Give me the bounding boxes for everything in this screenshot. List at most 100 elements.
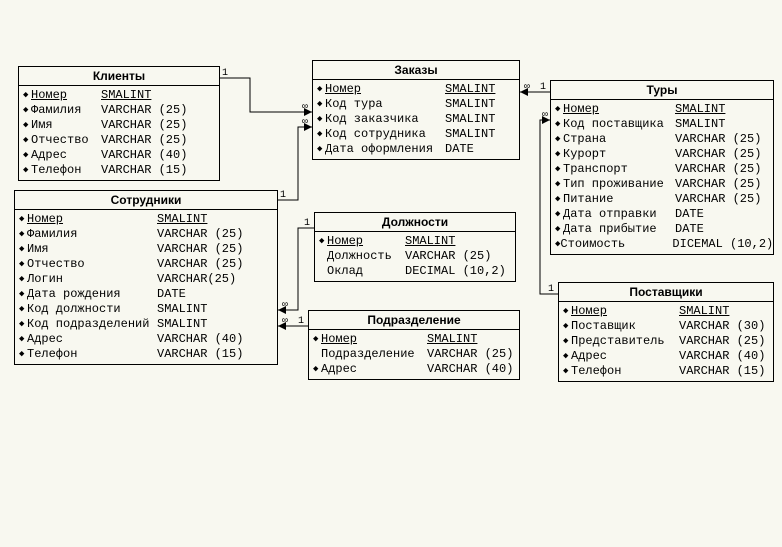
field-name: Код сотрудника [325, 127, 445, 142]
field-type: VARCHAR (15) [157, 347, 243, 362]
field-name: Фамилия [31, 103, 101, 118]
entity-positions: Должности◆НомерSMALINT ДолжностьVARCHAR … [314, 212, 516, 282]
field-name: Номер [31, 88, 101, 103]
field-row: ◆Код поставщикаSMALINT [551, 117, 773, 132]
field-type: SMALINT [427, 332, 477, 347]
field-marker-icon: ◆ [563, 364, 571, 379]
entity-body-departments: ◆НомерSMALINT ПодразделениеVARCHAR (25)◆… [309, 330, 519, 379]
entity-clients: Клиенты◆НомерSMALINT◆ФамилияVARCHAR (25)… [18, 66, 220, 181]
field-name: Телефон [571, 364, 679, 379]
field-type: VARCHAR (25) [675, 162, 761, 177]
field-marker-icon: ◆ [555, 132, 563, 147]
field-row: ◆ПитаниеVARCHAR (25) [551, 192, 773, 207]
field-row: ◆Код сотрудникаSMALINT [313, 127, 519, 142]
field-row: ◆Дата прибытиеDATE [551, 222, 773, 237]
field-type: SMALINT [445, 112, 495, 127]
field-name: Дата отправки [563, 207, 675, 222]
field-marker-icon: ◆ [23, 133, 31, 148]
field-marker-icon: ◆ [555, 177, 563, 192]
field-row: ◆ТелефонVARCHAR (15) [559, 364, 773, 379]
entity-title-positions: Должности [315, 213, 515, 232]
relationship-line [278, 228, 314, 310]
cardinality-label: ∞ [282, 300, 288, 311]
field-type: SMALINT [445, 97, 495, 112]
field-marker-icon: ◆ [555, 147, 563, 162]
field-row: ОкладDECIMAL (10,2) [315, 264, 515, 279]
field-row: ◆НомерSMALINT [559, 304, 773, 319]
field-type: SMALINT [157, 212, 207, 227]
field-type: VARCHAR (25) [101, 118, 187, 133]
field-marker-icon: ◆ [23, 163, 31, 178]
field-row: ◆Дата рожденияDATE [15, 287, 277, 302]
field-row: ◆НомерSMALINT [309, 332, 519, 347]
field-marker-icon: ◆ [23, 148, 31, 163]
field-name: Подразделение [321, 347, 427, 362]
cardinality-label: ∞ [542, 110, 548, 121]
field-row: ◆СтранаVARCHAR (25) [551, 132, 773, 147]
entity-title-suppliers: Поставщики [559, 283, 773, 302]
entity-body-employees: ◆НомерSMALINT◆ФамилияVARCHAR (25)◆ИмяVAR… [15, 210, 277, 364]
field-name: Транспорт [563, 162, 675, 177]
field-name: Отчество [27, 257, 157, 272]
entity-title-departments: Подразделение [309, 311, 519, 330]
field-row: ◆НомерSMALINT [15, 212, 277, 227]
field-marker-icon [313, 347, 321, 362]
field-type: VARCHAR (25) [675, 192, 761, 207]
field-name: Номер [327, 234, 405, 249]
cardinality-label: 1 [548, 284, 554, 295]
field-marker-icon: ◆ [317, 97, 325, 112]
field-name: Оклад [327, 264, 405, 279]
field-name: Стоимость [560, 237, 672, 252]
field-marker-icon: ◆ [317, 82, 325, 97]
field-type: VARCHAR (40) [427, 362, 513, 377]
field-row: ◆НомерSMALINT [313, 82, 519, 97]
cardinality-label: ∞ [524, 82, 530, 93]
field-row: ◆НомерSMALINT [315, 234, 515, 249]
field-name: Код заказчика [325, 112, 445, 127]
field-name: Представитель [571, 334, 679, 349]
field-name: Номер [27, 212, 157, 227]
field-row: ДолжностьVARCHAR (25) [315, 249, 515, 264]
cardinality-label: ∞ [302, 117, 308, 128]
entity-body-suppliers: ◆НомерSMALINT◆ПоставщикVARCHAR (30)◆Пред… [559, 302, 773, 381]
field-name: Дата рождения [27, 287, 157, 302]
entity-title-tours: Туры [551, 81, 773, 100]
field-row: ◆ТелефонVARCHAR (15) [15, 347, 277, 362]
field-row: ◆ОтчествоVARCHAR (25) [19, 133, 219, 148]
field-marker-icon: ◆ [23, 118, 31, 133]
field-row: ◆ИмяVARCHAR (25) [15, 242, 277, 257]
field-row: ◆ПоставщикVARCHAR (30) [559, 319, 773, 334]
relationship-line [220, 78, 312, 112]
field-type: VARCHAR (25) [675, 177, 761, 192]
field-name: Тип проживание [563, 177, 675, 192]
field-name: Страна [563, 132, 675, 147]
field-marker-icon: ◆ [563, 319, 571, 334]
field-marker-icon: ◆ [555, 162, 563, 177]
field-name: Должность [327, 249, 405, 264]
field-row: ◆Код тураSMALINT [313, 97, 519, 112]
field-name: Дата прибытие [563, 222, 675, 237]
field-name: Код подразделений [27, 317, 157, 332]
field-row: ◆КурортVARCHAR (25) [551, 147, 773, 162]
field-type: VARCHAR (40) [101, 148, 187, 163]
field-type: VARCHAR (30) [679, 319, 765, 334]
field-type: SMALINT [157, 317, 207, 332]
field-type: SMALINT [675, 102, 725, 117]
field-marker-icon: ◆ [313, 332, 321, 347]
field-row: ◆ФамилияVARCHAR (25) [19, 103, 219, 118]
field-marker-icon: ◆ [23, 103, 31, 118]
entity-body-positions: ◆НомерSMALINT ДолжностьVARCHAR (25) Окла… [315, 232, 515, 281]
field-type: DECIMAL (10,2) [405, 264, 506, 279]
field-name: Питание [563, 192, 675, 207]
field-row: ◆Тип проживаниеVARCHAR (25) [551, 177, 773, 192]
entity-body-orders: ◆НомерSMALINT◆Код тураSMALINT◆Код заказч… [313, 80, 519, 159]
entity-title-clients: Клиенты [19, 67, 219, 86]
field-name: Телефон [31, 163, 101, 178]
field-row: ◆ОтчествоVARCHAR (25) [15, 257, 277, 272]
field-name: Код должности [27, 302, 157, 317]
field-row: ◆ПредставительVARCHAR (25) [559, 334, 773, 349]
field-row: ◆Код должностиSMALINT [15, 302, 277, 317]
field-name: Номер [325, 82, 445, 97]
field-name: Логин [27, 272, 157, 287]
entity-departments: Подразделение◆НомерSMALINT Подразделение… [308, 310, 520, 380]
